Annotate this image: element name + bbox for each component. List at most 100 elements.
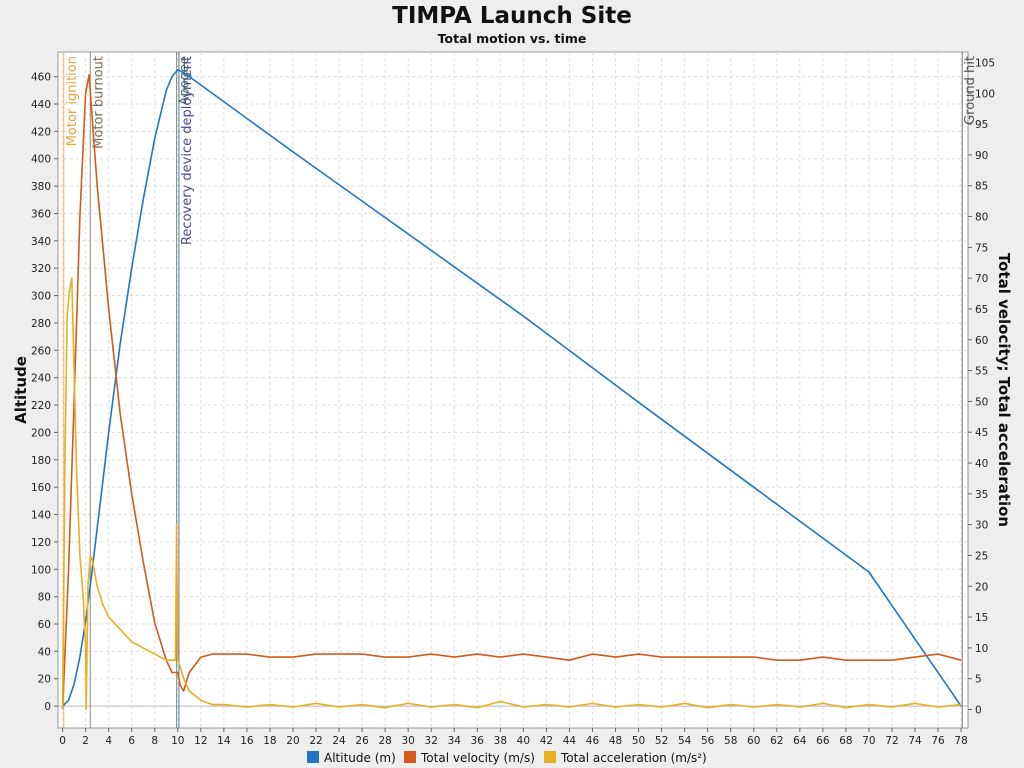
series-line [61, 277, 962, 711]
y-right-tick-label: 70 [975, 273, 988, 285]
x-tick-label: 48 [609, 735, 622, 747]
x-tick-label: 6 [128, 735, 135, 747]
legend-swatch [544, 751, 556, 763]
x-tick-label: 14 [217, 735, 231, 747]
y-left-tick-label: 420 [31, 126, 51, 138]
y-left-tick-label: 160 [31, 482, 51, 494]
y-left-tick-label: 240 [31, 373, 51, 385]
y-right-tick-label: 40 [975, 458, 988, 470]
y-left-tick-label: 440 [31, 99, 51, 111]
y-right-tick-label: 60 [975, 335, 988, 347]
y-left-tick-label: 20 [38, 674, 51, 686]
x-tick-label: 24 [332, 735, 346, 747]
y-left-tick-label: 140 [31, 510, 51, 522]
y-left-tick-label: 180 [31, 455, 51, 467]
y-right-axis-ticks: 0 5 10 15 20 25 30 35 40 45 50 55 60 65 70 75 80 85 90 95 10… [968, 57, 995, 717]
y-left-tick-label: 80 [38, 592, 51, 604]
y-right-tick-label: 10 [975, 643, 988, 655]
series-lines [61, 69, 962, 711]
x-tick-label: 72 [885, 735, 898, 747]
event-label: Motor burnout [91, 56, 106, 149]
x-tick-label: 46 [586, 735, 600, 747]
y-right-tick-label: 20 [975, 581, 988, 593]
x-tick-label: 18 [263, 735, 276, 747]
x-tick-label: 0 [59, 735, 66, 747]
x-tick-label: 28 [378, 735, 391, 747]
x-tick-label: 10 [171, 735, 184, 747]
y-right-tick-label: 105 [975, 57, 995, 69]
x-tick-label: 30 [401, 735, 414, 747]
x-tick-label: 34 [448, 735, 462, 747]
event-label: Recovery device deployment [180, 56, 195, 245]
plot-area [57, 51, 969, 729]
legend: Altitude (m) Total velocity (m/s) Total ac… [307, 751, 707, 765]
y-left-tick-label: 340 [31, 236, 51, 248]
x-tick-label: 44 [563, 735, 577, 747]
x-tick-label: 38 [494, 735, 507, 747]
y-left-tick-label: 200 [31, 427, 51, 439]
y-left-tick-label: 320 [31, 263, 51, 275]
x-tick-label: 16 [240, 735, 254, 747]
y-right-tick-label: 90 [975, 150, 988, 162]
x-tick-label: 66 [816, 735, 830, 747]
y-right-tick-label: 55 [975, 366, 988, 378]
x-tick-label: 36 [471, 735, 485, 747]
y-right-tick-label: 45 [975, 427, 988, 439]
y-right-tick-label: 75 [975, 242, 988, 254]
x-tick-label: 26 [355, 735, 369, 747]
y-right-tick-label: 100 [975, 88, 995, 100]
x-tick-label: 68 [839, 735, 852, 747]
y-left-tick-label: 0 [44, 701, 51, 713]
y-right-tick-label: 35 [975, 489, 988, 501]
y-right-tick-label: 30 [975, 520, 988, 532]
legend-label: Total acceleration (m/s²) [560, 751, 707, 765]
x-tick-label: 2 [82, 735, 89, 747]
y-left-tick-label: 100 [31, 564, 51, 576]
y-right-tick-label: 25 [975, 550, 988, 562]
x-tick-label: 22 [309, 735, 322, 747]
y-left-tick-label: 220 [31, 400, 51, 412]
x-tick-label: 54 [678, 735, 692, 747]
y-left-axis-title: Altitude [12, 356, 30, 424]
event-label: Ground hit [963, 56, 978, 125]
legend-swatch [404, 751, 416, 763]
y-right-tick-label: 50 [975, 396, 988, 408]
legend-label: Altitude (m) [324, 751, 396, 765]
x-tick-label: 70 [862, 735, 875, 747]
y-right-tick-label: 5 [975, 674, 982, 686]
x-tick-label: 42 [540, 735, 553, 747]
legend-label: Total velocity (m/s) [420, 751, 535, 765]
x-tick-label: 78 [954, 735, 967, 747]
y-left-tick-label: 260 [31, 345, 51, 357]
y-right-tick-label: 15 [975, 612, 988, 624]
series-line [62, 69, 962, 707]
event-label: Apogee [178, 56, 193, 105]
x-tick-label: 60 [747, 735, 760, 747]
x-tick-label: 62 [770, 735, 783, 747]
x-tick-label: 76 [931, 735, 945, 747]
x-tick-label: 12 [194, 735, 207, 747]
x-tick-label: 8 [151, 735, 158, 747]
y-left-axis-ticks: 0 20 40 60 80 100 120 140 160 180 200 220 240 260 280 3… [31, 72, 58, 713]
y-left-tick-label: 60 [38, 619, 51, 631]
y-left-tick-label: 400 [31, 154, 51, 166]
x-tick-label: 4 [105, 735, 112, 747]
y-left-tick-label: 40 [38, 646, 51, 658]
y-left-tick-label: 120 [31, 537, 51, 549]
event-label: Motor ignition [65, 56, 80, 146]
x-tick-label: 58 [724, 735, 737, 747]
y-left-tick-label: 460 [31, 72, 51, 84]
x-axis-ticks: 0 2 4 6 8 10 12 14 16 18 20 22 24 26 28 30 32 34 36 38 40 42 4… [59, 728, 968, 747]
x-tick-label: 56 [701, 735, 715, 747]
x-tick-label: 50 [632, 735, 645, 747]
x-tick-label: 20 [286, 735, 299, 747]
y-right-tick-label: 80 [975, 212, 988, 224]
x-tick-label: 64 [793, 735, 807, 747]
legend-swatch [307, 751, 319, 763]
y-left-tick-label: 360 [31, 208, 51, 220]
y-right-axis-title: Total velocity; Total acceleration [995, 253, 1013, 527]
y-right-tick-label: 95 [975, 119, 988, 131]
y-left-tick-label: 380 [31, 181, 51, 193]
x-tick-label: 32 [425, 735, 438, 747]
y-left-tick-label: 280 [31, 318, 51, 330]
